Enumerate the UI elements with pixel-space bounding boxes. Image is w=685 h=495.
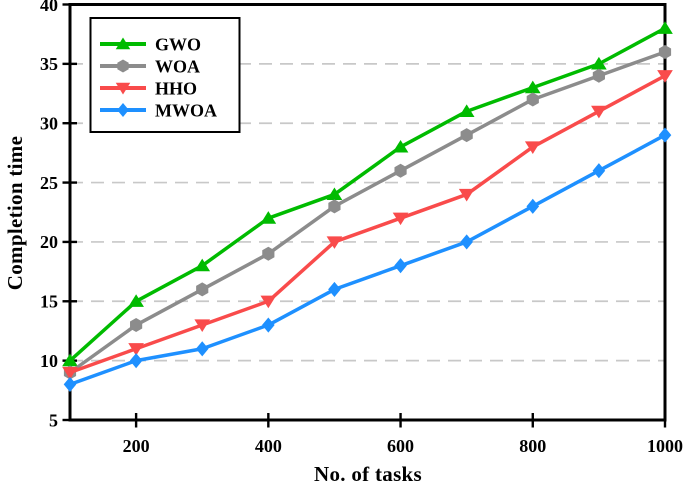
marker-hexagon (262, 246, 275, 261)
x-tick-label: 800 (519, 436, 546, 456)
x-axis-title: No. of tasks (314, 462, 422, 486)
gridlines-layer (70, 63, 665, 362)
marker-triangle-down (392, 212, 409, 226)
y-tick-label: 5 (49, 410, 58, 430)
series-line-HHO (69, 74, 666, 375)
series-MWOA (63, 127, 672, 392)
marker-triangle-down (524, 141, 541, 154)
axes-frame-layer (68, 3, 667, 422)
marker-triangle-up (524, 80, 541, 94)
marker-triangle-up (392, 139, 409, 153)
marker-diamond (195, 341, 209, 357)
legend-label: GWO (155, 34, 201, 54)
series-line-MWOA (69, 133, 666, 387)
marker-diamond (262, 317, 275, 333)
marker-triangle-down (194, 319, 211, 333)
y-tick-label: 35 (40, 54, 58, 74)
x-tick-label: 1000 (647, 436, 683, 456)
marker-triangle-up (128, 294, 144, 307)
legend-label: HHO (155, 78, 197, 98)
marker-diamond (592, 163, 606, 179)
y-tick-label: 15 (40, 292, 58, 312)
marker-triangle-up (194, 258, 211, 272)
legend-item-HHO: HHO (100, 78, 197, 98)
marker-hexagon (592, 68, 605, 83)
marker-hexagon (658, 44, 672, 59)
x-tick-label: 400 (255, 436, 282, 456)
marker-hexagon (130, 318, 143, 333)
legend-marker-triangle-down (115, 82, 131, 95)
legend-label: WOA (155, 56, 200, 76)
legend-marker-hexagon (117, 59, 129, 73)
marker-triangle-down (128, 343, 144, 356)
x-tick-label: 200 (123, 436, 150, 456)
marker-triangle-up (657, 21, 673, 34)
series-line-WOA (68, 50, 666, 374)
y-tick-label: 40 (40, 0, 58, 15)
marker-triangle-up (326, 187, 343, 201)
y-tick-label: 25 (40, 173, 58, 193)
plot-frame (68, 3, 667, 422)
marker-hexagon (328, 199, 341, 214)
marker-diamond (394, 258, 407, 274)
marker-diamond (129, 353, 143, 369)
marker-hexagon (460, 128, 473, 143)
series-line-GWO (68, 26, 666, 362)
marker-triangle-down (657, 70, 673, 83)
legend-label: MWOA (155, 100, 217, 120)
legend-marker-diamond (117, 102, 129, 118)
legend-item-MWOA: MWOA (100, 100, 217, 120)
marker-diamond (63, 376, 77, 392)
marker-triangle-up (591, 56, 607, 70)
x-tick-label: 600 (387, 436, 414, 456)
marker-triangle-down (591, 105, 607, 119)
marker-diamond (328, 281, 341, 297)
marker-triangle-up (458, 104, 475, 117)
series-GWO (62, 21, 673, 367)
y-axis-title: Completion time (3, 136, 27, 290)
marker-triangle-up (62, 353, 78, 367)
marker-hexagon (196, 282, 209, 297)
marker-diamond (658, 127, 672, 143)
marker-triangle-up (260, 211, 277, 224)
y-tick-label: 30 (40, 114, 58, 134)
ticks-layer: 200 400 600 800 1000 5 10 15 20 25 30 35 40 (40, 0, 683, 456)
marker-hexagon (526, 92, 539, 107)
marker-triangle-down (326, 236, 343, 249)
y-tick-label: 10 (40, 351, 58, 371)
marker-triangle-down (62, 366, 78, 380)
marker-hexagon (394, 163, 407, 178)
legend-item-WOA: WOA (100, 56, 200, 76)
legend-item-GWO: GWO (100, 34, 201, 54)
y-tick-label: 20 (40, 232, 58, 252)
series-HHO (62, 70, 673, 380)
legend-marker-triangle-up (115, 37, 131, 50)
marker-triangle-down (458, 188, 475, 202)
marker-triangle-down (260, 295, 277, 309)
series-layer (62, 21, 673, 392)
marker-diamond (526, 198, 540, 214)
legend-box (89, 17, 241, 133)
series-WOA (63, 44, 672, 380)
marker-diamond (460, 234, 473, 250)
